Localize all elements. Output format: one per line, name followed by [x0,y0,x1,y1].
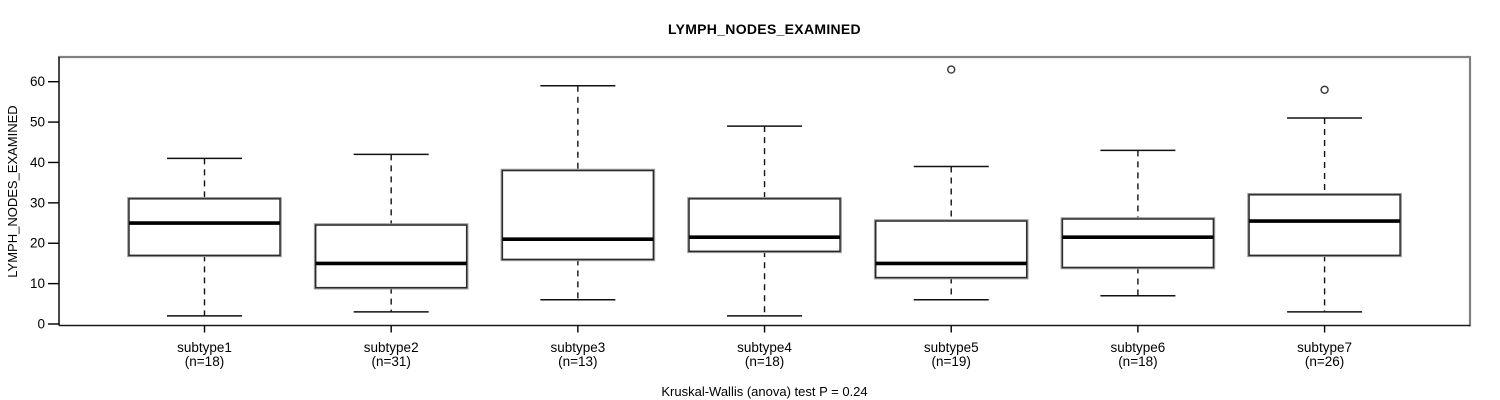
group-n-subtype3: (n=13) [558,354,597,369]
y-tick-label-0: 0 [37,317,45,332]
group-n-subtype6: (n=18) [1118,354,1157,369]
box-shadow-subtype4 [687,197,842,254]
group-label-subtype4: subtype4 [737,340,792,355]
box-shadow-subtype6 [1060,217,1216,270]
group-n-subtype1: (n=18) [185,354,224,369]
box-subtype2 [314,224,468,289]
box-subtype6 [1061,218,1215,269]
outlier-subtype5-0 [947,65,956,74]
group-label-subtype5: subtype5 [924,340,979,355]
group-n-subtype5: (n=19) [932,354,971,369]
box-shadow-subtype3 [500,168,656,262]
group-label-subtype7: subtype7 [1297,340,1352,355]
y-tick-label-60: 60 [30,74,45,89]
group-n-subtype2: (n=31) [371,354,410,369]
box-subtype5 [874,220,1028,279]
box-subtype7 [1248,194,1401,257]
group-label-subtype3: subtype3 [550,340,605,355]
y-tick-label-50: 50 [30,115,45,130]
box-shadow-subtype1 [127,197,282,258]
box-subtype4 [688,198,841,253]
group-label-subtype6: subtype6 [1111,340,1166,355]
box-subtype3 [501,169,655,261]
group-label-subtype2: subtype2 [364,340,419,355]
box-subtype1 [128,198,281,257]
outlier-subtype7-0 [1320,85,1329,94]
group-n-subtype7: (n=26) [1305,354,1344,369]
group-n-subtype4: (n=18) [745,354,784,369]
y-tick-label-10: 10 [30,276,45,291]
box-shadow-subtype7 [1247,192,1402,258]
box-shadow-subtype2 [313,223,469,290]
y-tick-label-20: 20 [30,236,45,251]
box-shadow-subtype5 [873,219,1029,280]
group-label-subtype1: subtype1 [177,340,232,355]
stat-test-caption: Kruskal-Wallis (anova) test P = 0.24 [661,384,868,399]
y-tick-label-40: 40 [30,155,45,170]
y-tick-label-30: 30 [30,195,45,210]
chart-title: LYMPH_NODES_EXAMINED [668,21,861,37]
